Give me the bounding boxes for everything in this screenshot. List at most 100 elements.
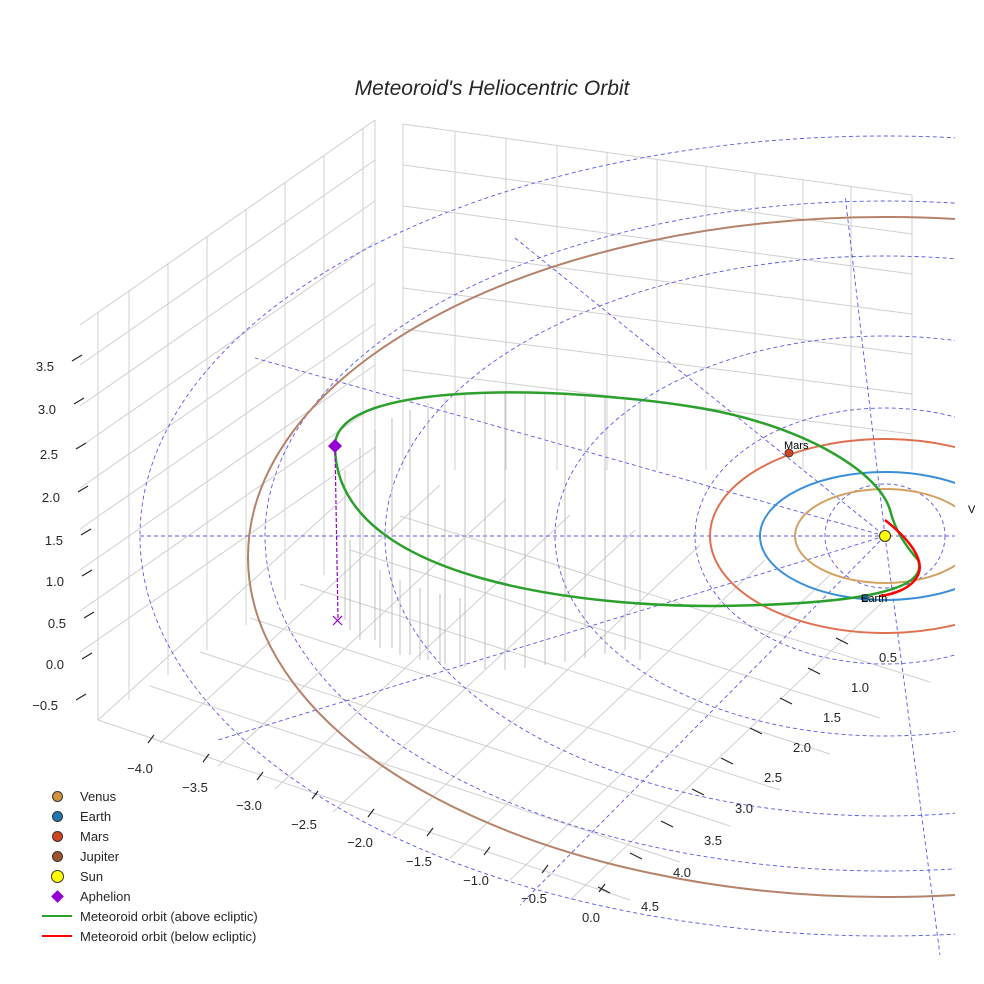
z-tick-mark [71,354,83,362]
z-tick-label: 3.5 [36,359,54,374]
z-tick-label: 0.5 [48,616,66,631]
meteoroid-orbit-above-ecliptic [333,391,921,608]
x-tick-mark [202,753,210,763]
legend-item: Aphelion [40,886,258,906]
z-tick-mark [73,397,85,405]
z-tick-label: 3.0 [38,402,56,417]
y-tick-mark [597,886,611,894]
y-tick-label: 0.5 [879,650,897,665]
legend-item: Mars [40,826,258,846]
y-tick-mark [629,852,643,860]
x-tick-label: −3.0 [236,798,262,813]
aphelion-projection-marker [332,615,343,626]
legend-swatch [40,846,74,866]
z-tick-label: 1.5 [45,533,63,548]
x-tick-mark [311,790,319,800]
z-tick-mark [75,442,87,450]
y-tick-mark [749,727,763,735]
legend-swatch [40,906,74,926]
x-tick-label: −2.0 [347,835,373,850]
legend-swatch [40,786,74,806]
legend-label: Meteoroid orbit (below ecliptic) [80,928,257,944]
x-tick-mark [147,734,155,744]
z-tick-label: 2.5 [40,447,58,462]
legend-item: Earth [40,806,258,826]
x-tick-label: −3.5 [182,780,208,795]
legend-swatch [40,926,74,946]
x-tick-label: −0.5 [521,891,547,906]
legend-label: Venus [80,788,117,804]
y-tick-label: 2.0 [793,740,811,755]
orbit-mars [709,438,955,634]
x-tick-mark [256,771,264,781]
y-tick-label: 2.5 [764,770,782,785]
chart-title: Meteoroid's Heliocentric Orbit [355,77,631,100]
z-tick-mark [81,569,93,577]
legend-swatch [40,806,74,826]
y-tick-label: 4.5 [641,899,659,914]
y-tick-mark [835,637,849,645]
x-tick-label: 0.0 [582,910,600,925]
y-tick-label: 1.0 [851,680,869,695]
earth-marker [861,594,869,602]
z-axis: −0.5 0.0 0.5 1.0 1.5 2.0 2.5 3.0 3.5 [32,354,95,713]
ecliptic-reference-grid [139,135,955,956]
x-tick-mark [598,883,606,893]
mars-annotation: Mars [784,440,809,452]
legend-label: Jupiter [80,848,120,864]
y-tick-mark [779,697,793,705]
y-tick-mark [660,820,674,828]
x-tick-label: −1.0 [463,873,489,888]
x-tick-mark [367,808,375,818]
x-tick-label: −2.5 [291,817,317,832]
z-tick-mark [75,693,87,701]
z-tick-mark [83,611,95,619]
orbit-drop-lines [344,392,641,670]
clipped-axis-label: V [968,504,976,516]
legend-label: Mars [80,828,109,844]
legend-label: Meteoroid orbit (above ecliptic) [80,908,258,924]
y-tick-mark [807,667,821,675]
legend: Venus Earth Mars Jupiter Sun Aphelion Meteoroi… [40,786,258,946]
z-tick-mark [77,485,89,493]
aphelion-projection-line [334,445,339,621]
y-tick-mark [720,757,734,765]
legend-label: Aphelion [80,888,131,904]
legend-item: Jupiter [40,846,258,866]
y-tick-label: 3.0 [735,801,753,816]
legend-swatch [40,826,74,846]
z-tick-mark [81,652,93,660]
legend-item: Meteoroid orbit (below ecliptic) [40,926,258,946]
earth-annotation: Earth [861,593,887,605]
legend-label: Sun [80,868,104,884]
y-tick-label: 3.5 [704,833,722,848]
y-tick-mark [691,788,705,796]
meteoroid-orbit-below-ecliptic [879,519,921,598]
legend-swatch [40,886,74,906]
z-tick-label: 2.0 [42,490,60,505]
x-tick-mark [483,846,491,856]
y-tick-label: 1.5 [823,710,841,725]
z-tick-label: 1.0 [46,574,64,589]
x-tick-mark [426,827,434,837]
y-axis: 0.5 1.0 1.5 2.0 2.5 3.0 3.5 4.0 4.5 [597,637,897,914]
x-tick-label: −1.5 [406,854,432,869]
x-tick-mark [541,864,549,874]
legend-item: Venus [40,786,258,806]
sun-marker [879,530,891,542]
x-axis: −4.0 −3.5 −3.0 −2.5 −2.0 −1.5 −1.0 −0.5 0.0 [127,734,606,925]
legend-swatch [40,866,74,886]
legend-item: Sun [40,866,258,886]
orbit-jupiter [247,216,955,898]
z-tick-label: 0.0 [46,657,64,672]
z-tick-mark [80,528,92,536]
x-tick-label: −4.0 [127,761,153,776]
pane-grid [79,119,931,901]
legend-item: Meteoroid orbit (above ecliptic) [40,906,258,926]
mars-marker [784,448,794,458]
orbit-earth [759,471,955,601]
aphelion-marker [328,439,342,453]
legend-label: Earth [80,808,112,824]
orbit-venus [794,488,955,584]
